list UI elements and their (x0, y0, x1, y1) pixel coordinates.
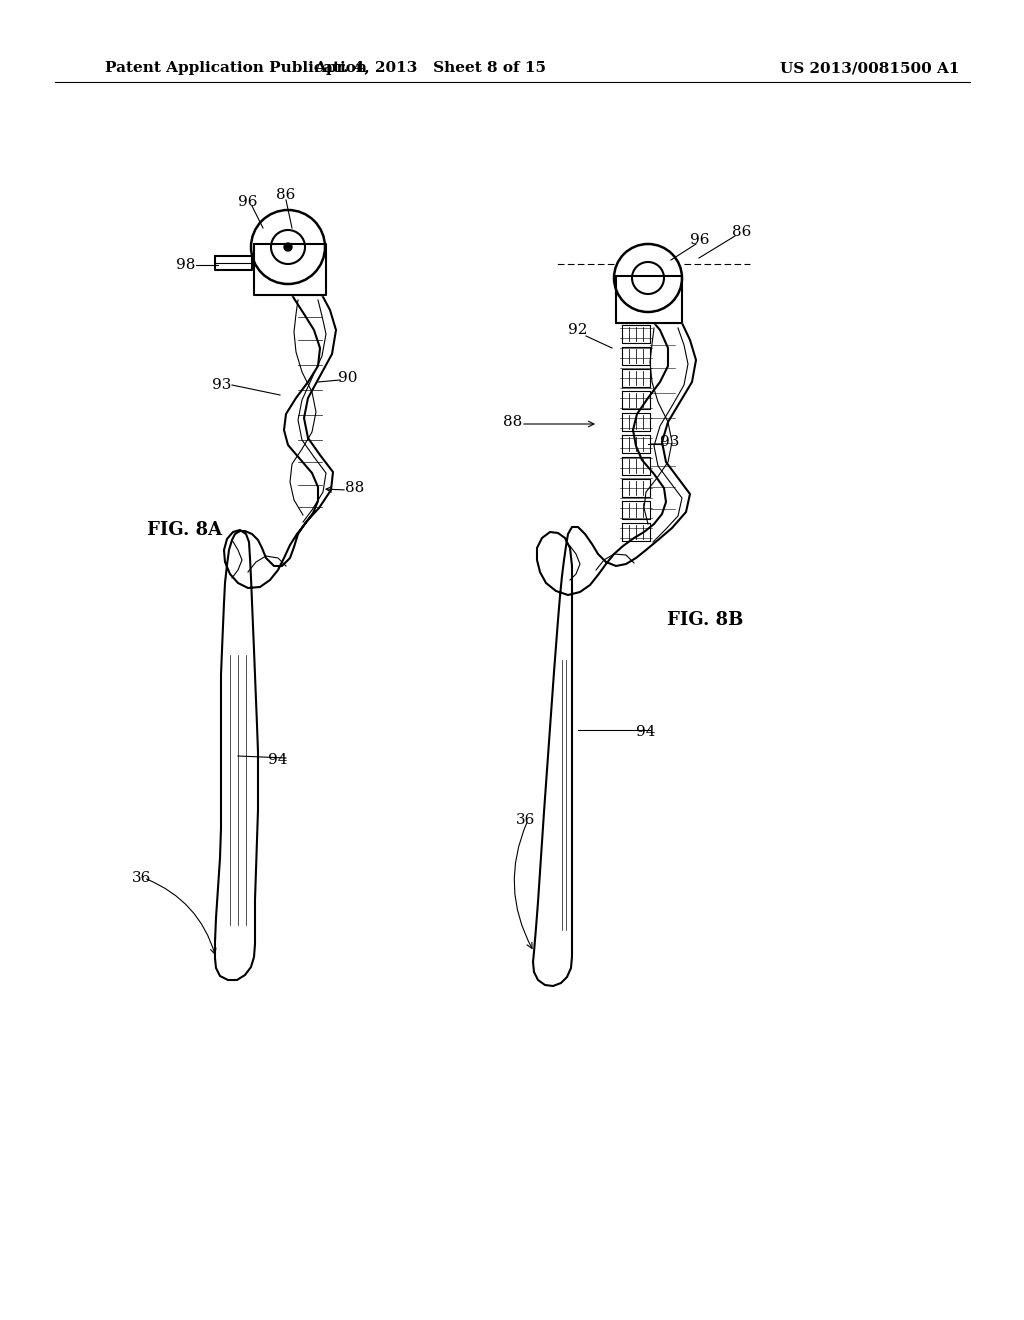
Circle shape (284, 243, 292, 251)
Text: Patent Application Publication: Patent Application Publication (105, 61, 367, 75)
Text: 93: 93 (212, 378, 231, 392)
Text: 36: 36 (132, 871, 152, 884)
Text: 90: 90 (338, 371, 357, 385)
Text: 94: 94 (636, 725, 655, 739)
Text: Apr. 4, 2013   Sheet 8 of 15: Apr. 4, 2013 Sheet 8 of 15 (314, 61, 546, 75)
Text: 96: 96 (239, 195, 258, 209)
Text: 94: 94 (268, 752, 288, 767)
Polygon shape (215, 256, 252, 271)
Text: FIG. 8B: FIG. 8B (667, 611, 743, 630)
Polygon shape (616, 276, 682, 323)
Text: US 2013/0081500 A1: US 2013/0081500 A1 (780, 61, 959, 75)
Text: 96: 96 (690, 234, 710, 247)
Text: 88: 88 (345, 480, 365, 495)
Text: 86: 86 (276, 187, 296, 202)
Text: 98: 98 (176, 257, 196, 272)
Polygon shape (215, 294, 336, 979)
Text: 92: 92 (568, 323, 588, 337)
Text: 93: 93 (660, 436, 680, 449)
Polygon shape (534, 304, 696, 986)
Text: 86: 86 (732, 224, 752, 239)
Text: 36: 36 (516, 813, 536, 828)
Text: 88: 88 (504, 414, 522, 429)
Polygon shape (254, 244, 326, 294)
Text: FIG. 8A: FIG. 8A (147, 521, 222, 539)
